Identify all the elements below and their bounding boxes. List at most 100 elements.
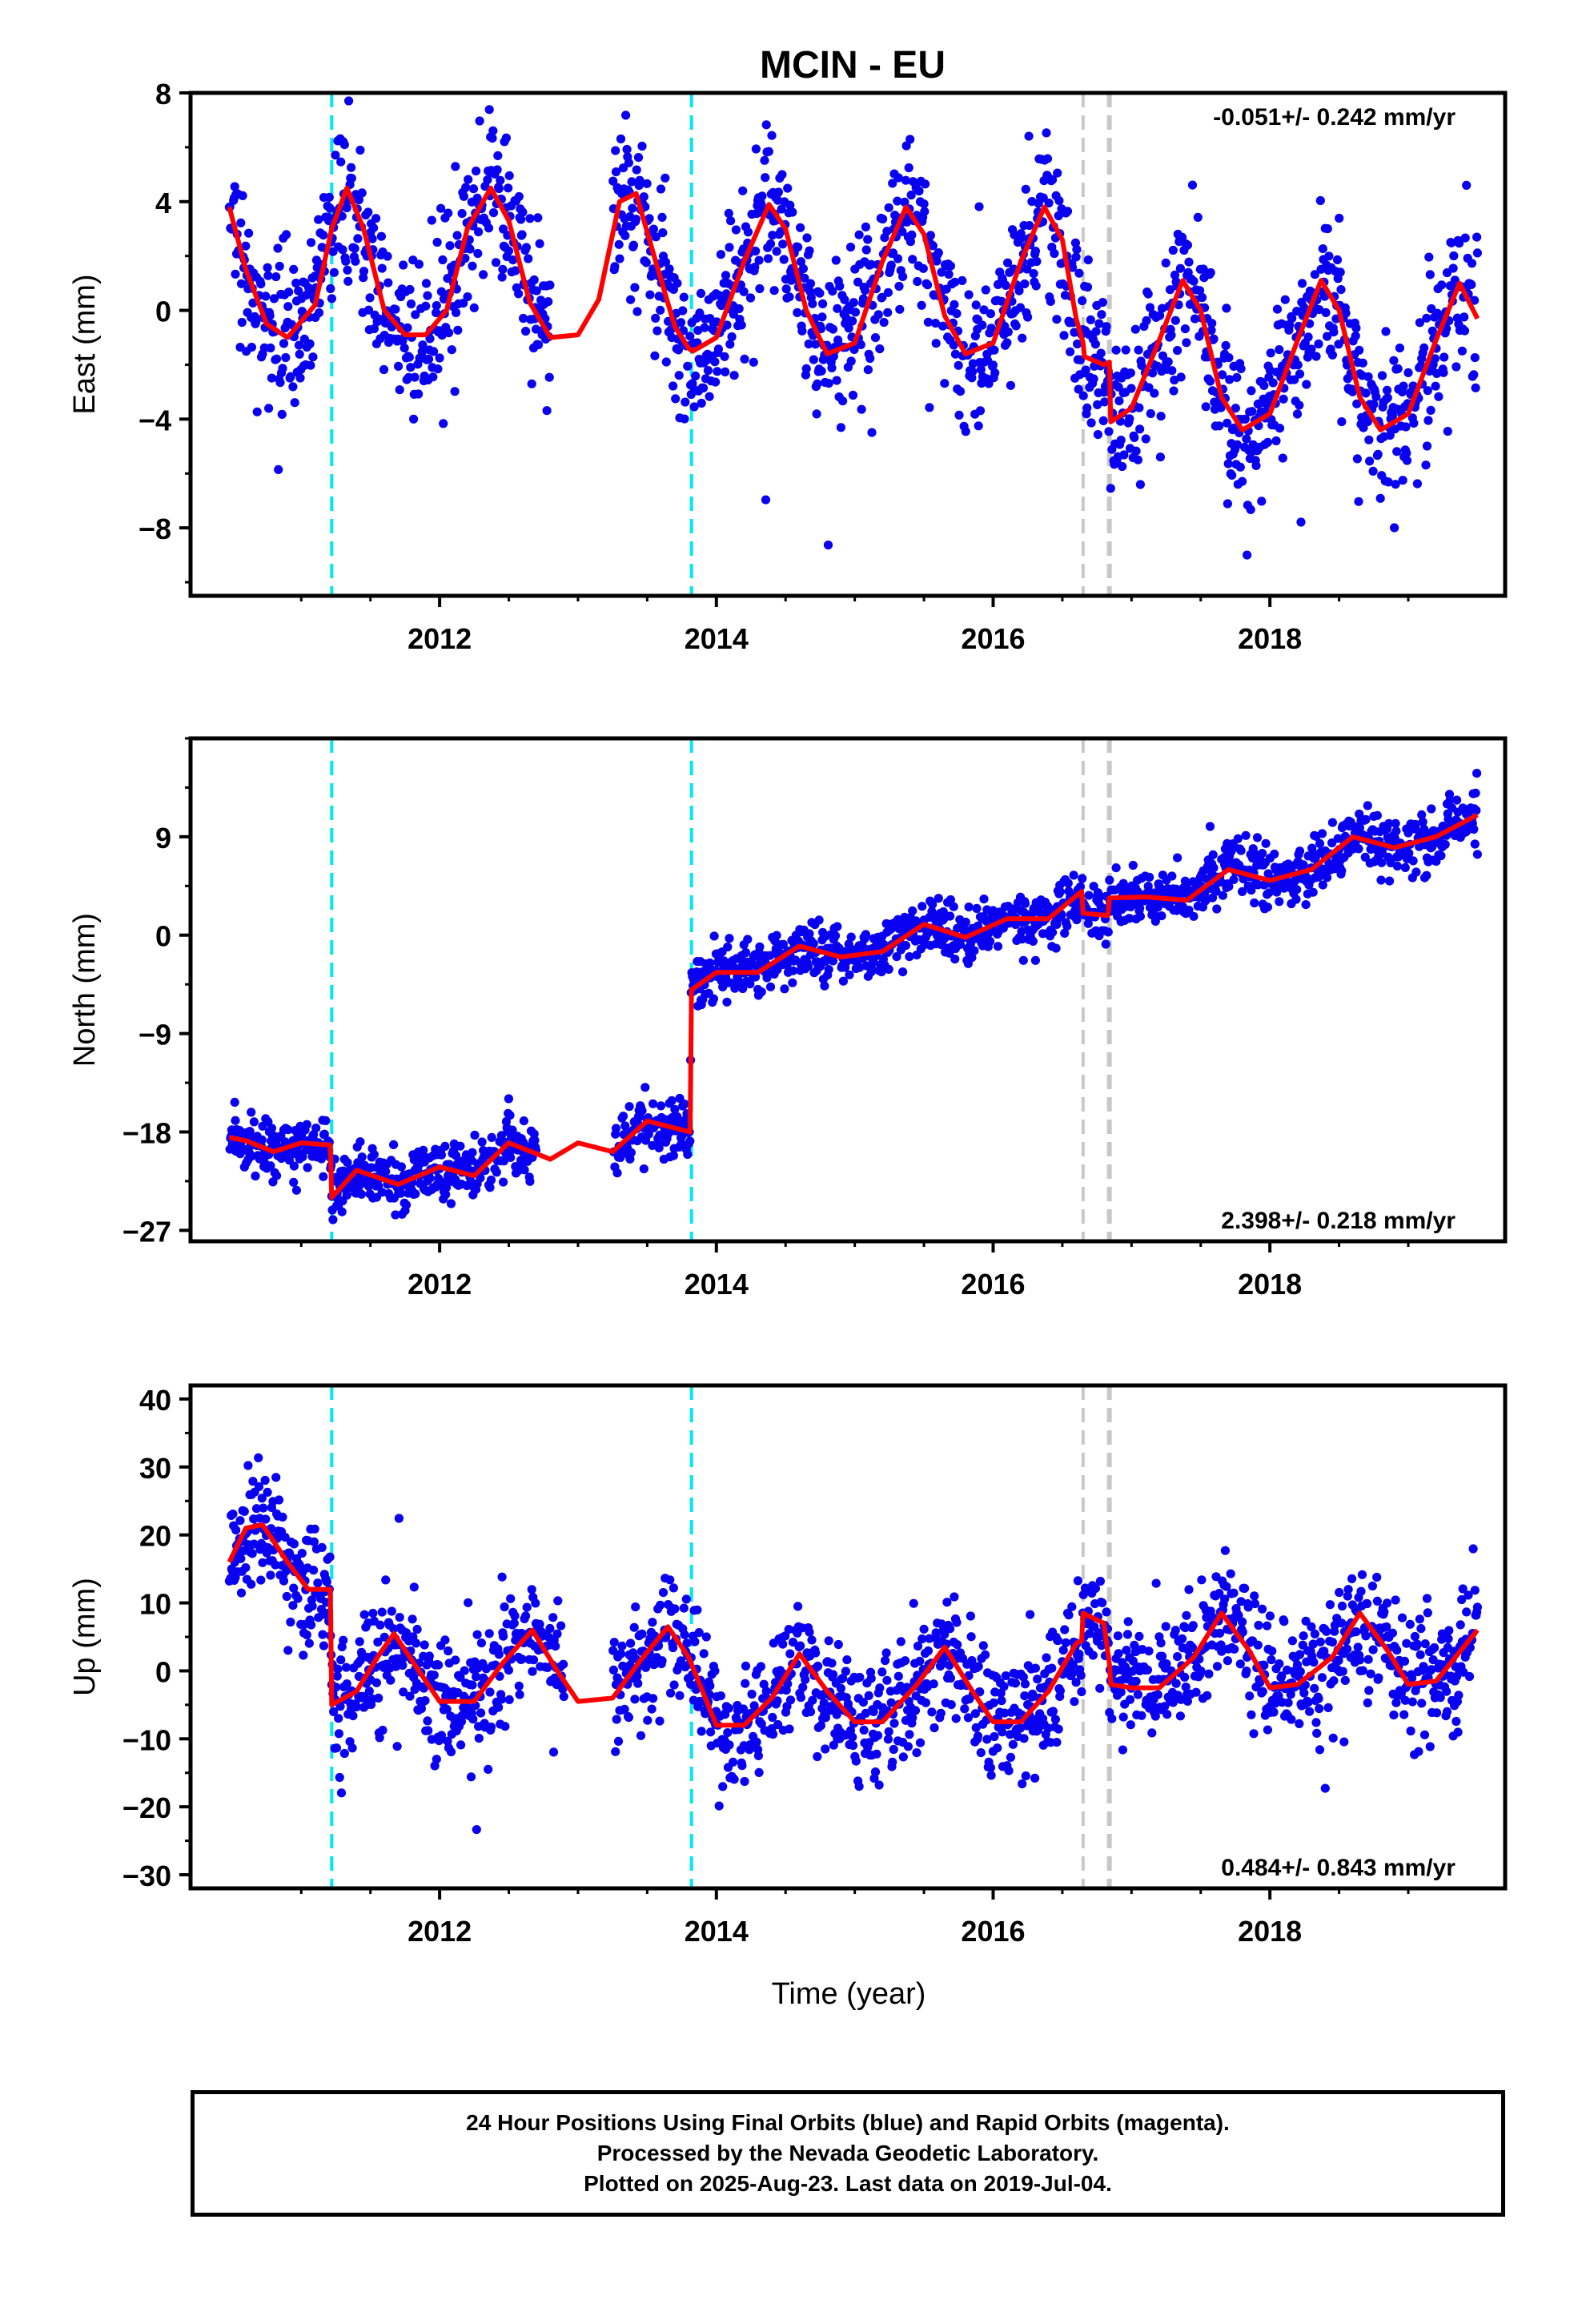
data-point	[921, 179, 930, 189]
data-point	[337, 1207, 347, 1216]
data-point	[898, 967, 908, 977]
data-point	[1445, 795, 1455, 805]
data-point	[773, 187, 784, 197]
data-point	[1471, 383, 1480, 392]
data-point	[1238, 1617, 1247, 1626]
data-point	[734, 304, 744, 314]
data-point	[1163, 357, 1173, 367]
data-point	[953, 1640, 962, 1650]
data-point	[279, 1576, 289, 1586]
y-tick-label: 0	[155, 296, 171, 328]
data-point	[946, 1673, 955, 1683]
data-point	[277, 409, 287, 419]
data-point	[651, 232, 661, 242]
data-point	[1392, 447, 1402, 456]
data-point	[761, 120, 771, 130]
data-point	[1354, 497, 1363, 506]
data-point	[658, 228, 668, 238]
data-point	[945, 948, 954, 958]
data-point	[729, 1757, 738, 1767]
data-point	[1150, 1711, 1160, 1721]
data-point	[1470, 839, 1480, 849]
data-point	[950, 277, 960, 287]
figure-title: MCIN - EU	[760, 44, 946, 86]
data-point	[243, 1461, 253, 1470]
data-point	[424, 1651, 434, 1661]
data-point	[289, 1539, 299, 1549]
data-point	[654, 1143, 664, 1152]
data-point	[915, 1656, 925, 1666]
data-point	[420, 1640, 429, 1650]
data-point	[952, 309, 962, 319]
data-point	[710, 357, 720, 367]
data-point	[342, 203, 351, 213]
data-point	[291, 1185, 301, 1195]
data-point	[1003, 327, 1013, 337]
data-point	[494, 1650, 504, 1659]
data-point	[302, 1630, 311, 1640]
data-point	[804, 339, 813, 349]
data-point	[1360, 852, 1370, 862]
daily-positions	[224, 1453, 1482, 1835]
data-point	[955, 939, 966, 949]
data-point	[269, 294, 279, 304]
data-point	[884, 964, 893, 974]
data-point	[946, 895, 955, 905]
data-point	[294, 340, 304, 350]
data-point	[669, 1642, 678, 1653]
data-point	[761, 1687, 771, 1696]
data-point	[1090, 1583, 1100, 1593]
data-point	[436, 1150, 447, 1160]
data-point	[833, 922, 842, 931]
data-point	[248, 298, 258, 308]
data-point	[418, 340, 428, 350]
data-point	[452, 231, 462, 240]
data-point	[797, 326, 807, 336]
data-point	[724, 208, 733, 218]
data-point	[1311, 352, 1321, 361]
data-point	[1255, 1678, 1265, 1687]
data-point	[367, 234, 377, 243]
data-point	[332, 1671, 342, 1681]
data-point	[872, 1749, 881, 1759]
data-point	[278, 1512, 287, 1522]
data-point	[1361, 814, 1371, 824]
data-point	[504, 183, 513, 193]
data-point	[465, 244, 475, 254]
data-point	[1096, 348, 1106, 358]
data-point	[1296, 517, 1306, 527]
data-point	[1402, 456, 1412, 465]
data-point	[477, 1137, 487, 1147]
data-point	[798, 263, 809, 274]
data-point	[1188, 1621, 1198, 1630]
data-point	[1060, 928, 1070, 938]
data-point	[256, 1575, 266, 1585]
data-point	[1070, 328, 1079, 337]
data-point	[318, 1630, 327, 1639]
data-point	[1209, 863, 1219, 873]
data-point	[884, 203, 893, 212]
data-point	[258, 1558, 267, 1567]
data-point	[515, 1690, 524, 1699]
data-point	[377, 1188, 387, 1197]
data-point	[1278, 453, 1287, 463]
data-point	[525, 214, 535, 223]
data-point	[441, 1183, 452, 1192]
data-point	[960, 1704, 970, 1714]
data-point	[923, 1646, 933, 1655]
data-point	[1094, 319, 1104, 328]
data-point	[1341, 308, 1351, 318]
data-point	[1031, 281, 1041, 291]
data-point	[745, 293, 756, 303]
data-point	[1048, 927, 1058, 937]
data-point	[1151, 1578, 1161, 1588]
data-point	[863, 235, 873, 244]
data-point	[293, 1594, 303, 1603]
data-point	[793, 243, 803, 252]
data-point	[761, 173, 770, 183]
data-point	[1091, 327, 1101, 336]
data-point	[749, 357, 758, 367]
data-point	[1417, 810, 1427, 820]
data-point	[288, 382, 298, 392]
data-point	[529, 275, 539, 285]
